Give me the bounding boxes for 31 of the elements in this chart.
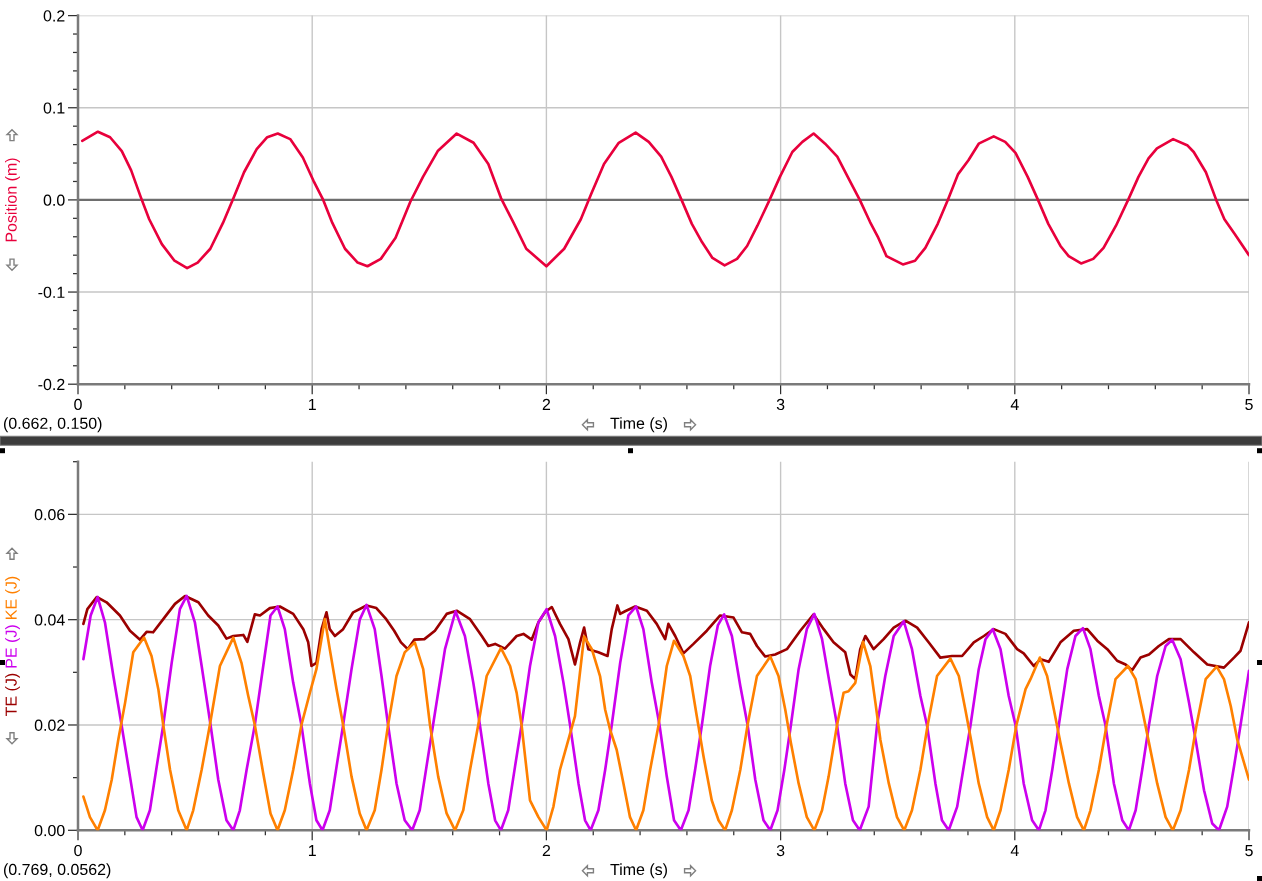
x-tick-label: 2 (542, 844, 551, 857)
x-tick-label: 2 (542, 398, 551, 410)
x-axis-title: Time (s) (610, 863, 667, 879)
text: (0.769, 0.0562) (3, 863, 111, 879)
x-tick-label: 1 (308, 845, 316, 857)
x-tick-label: 3 (776, 398, 785, 411)
y-tick-label: 0.06 (34, 508, 65, 521)
x-tick-label: 0 (74, 844, 82, 857)
x-tick-label: 4 (1010, 398, 1019, 410)
line-series (80, 130, 1249, 270)
x-tick-label: 5 (1245, 845, 1253, 857)
y-tick-label: 0.1 (43, 102, 65, 114)
line-series (82, 594, 1249, 681)
y-tick-label: -0.1 (38, 286, 65, 298)
text: KE (J) (5, 576, 20, 619)
text: TE (J) (5, 673, 20, 716)
text: PE (J) (5, 625, 20, 668)
y-tick-label: 0.04 (34, 614, 65, 626)
y-tick-label: 0.02 (34, 719, 65, 731)
x-tick-label: 1 (308, 398, 316, 410)
x-tick-label: 0 (74, 398, 82, 411)
text: Position (m) (5, 158, 20, 242)
y-tick-label: 0.00 (34, 824, 65, 837)
x-tick-label: 5 (1245, 398, 1253, 411)
y-tick-label: 0.0 (43, 194, 65, 206)
x-tick-label: 4 (1010, 845, 1019, 857)
x-axis-title: Time (s) (610, 417, 667, 433)
x-tick-label: 3 (776, 844, 785, 857)
text: (0.662, 0.150) (3, 417, 102, 433)
y-tick-label: -0.2 (38, 378, 65, 391)
y-tick-label: 0.2 (43, 10, 65, 22)
